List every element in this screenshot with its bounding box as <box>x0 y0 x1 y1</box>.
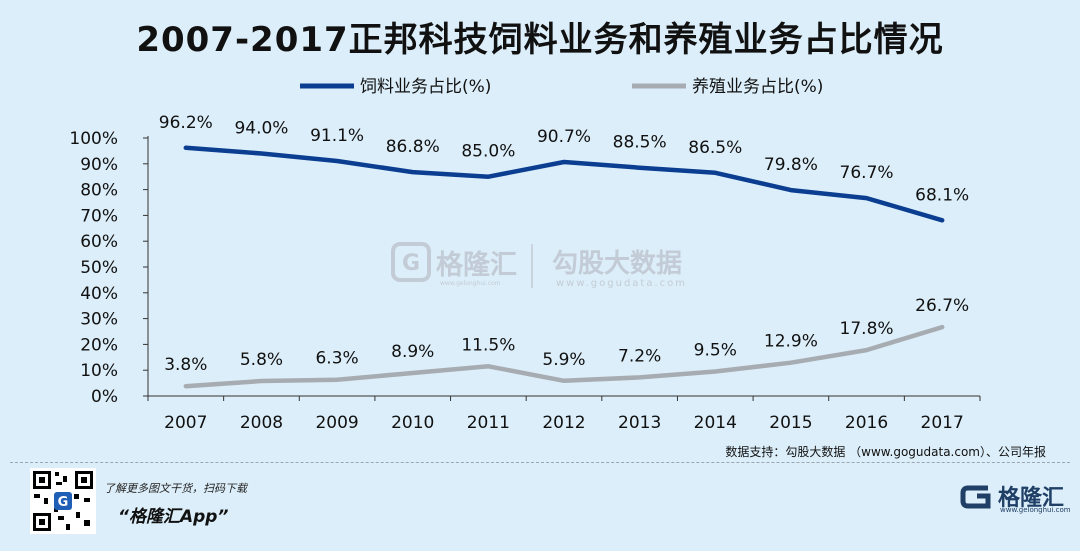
data-label-1-7: 9.5% <box>694 340 737 360</box>
data-label-1-2: 6.3% <box>315 349 358 369</box>
x-tick-label-9: 2016 <box>845 413 888 433</box>
legend-label-0: 饲料业务占比(%) <box>360 77 491 97</box>
series-lines <box>183 145 945 389</box>
data-point-1-3 <box>411 371 415 375</box>
y-tick-label-4: 40% <box>80 284 118 304</box>
data-label-1-1: 5.8% <box>240 350 283 370</box>
watermark-brand-url: www.gelonghui.com <box>440 280 501 287</box>
source-note: 数据支持：勾股大数据 （www.gogudata.com）、公司年报 <box>725 445 1046 459</box>
watermark-brand: 格隆汇 <box>436 250 517 281</box>
x-tick-label-5: 2012 <box>542 413 585 433</box>
data-point-0-2 <box>335 159 339 163</box>
data-point-1-4 <box>486 364 490 368</box>
x-tick-label-8: 2015 <box>769 413 812 433</box>
data-label-1-9: 17.8% <box>840 319 894 339</box>
chart-legend: 饲料业务占比(%) 养殖业务占比(%) <box>300 77 823 97</box>
data-point-1-0 <box>184 384 188 388</box>
watermark-logo-icon <box>391 242 431 282</box>
data-point-0-6 <box>638 166 642 170</box>
data-point-1-10 <box>940 325 944 329</box>
x-tick-label-1: 2008 <box>240 413 283 433</box>
data-label-0-2: 91.1% <box>310 126 364 146</box>
data-point-0-4 <box>486 175 490 179</box>
x-tick-label-4: 2011 <box>467 413 510 433</box>
data-point-1-8 <box>789 361 793 365</box>
data-label-0-3: 86.8% <box>386 137 440 157</box>
svg-text:G: G <box>58 495 69 510</box>
x-tick-label-0: 2007 <box>164 413 207 433</box>
watermark-logo-letter: G <box>402 251 420 276</box>
chart-title: 2007-2017正邦科技饲料业务和养殖业务占比情况 <box>136 20 944 60</box>
data-point-0-5 <box>562 160 566 164</box>
y-tick-label-1: 10% <box>80 361 118 381</box>
legend-label-1: 养殖业务占比(%) <box>692 77 823 97</box>
x-tick-label-7: 2014 <box>694 413 737 433</box>
x-tick-label-6: 2013 <box>618 413 661 433</box>
data-point-0-1 <box>259 151 263 155</box>
y-tick-label-9: 90% <box>80 155 118 175</box>
y-tick-label-0: 0% <box>91 387 118 407</box>
y-tick-label-2: 20% <box>80 335 118 355</box>
brand-logo-text: 格隆汇 <box>998 486 1065 511</box>
y-tick-label-5: 50% <box>80 258 118 278</box>
data-label-1-3: 8.9% <box>391 342 434 362</box>
data-label-1-5: 5.9% <box>542 350 585 370</box>
y-tick-label-3: 30% <box>80 310 118 330</box>
x-tick-label-10: 2017 <box>921 413 964 433</box>
data-label-0-4: 85.0% <box>461 142 515 162</box>
footer-divider <box>10 462 1070 463</box>
y-tick-label-10: 100% <box>69 129 118 149</box>
data-label-0-9: 76.7% <box>840 163 894 183</box>
x-axis: 2007 2008 2009 2010 2011 2012 2013 2014 2015 2016… <box>147 395 981 433</box>
data-point-0-9 <box>865 196 869 200</box>
data-label-0-6: 88.5% <box>613 133 667 153</box>
x-tick-label-2: 2009 <box>315 413 358 433</box>
data-label-1-6: 7.2% <box>618 346 661 366</box>
data-label-0-0: 96.2% <box>159 113 213 133</box>
data-point-0-8 <box>789 188 793 192</box>
data-labels: 96.2% 94.0% 91.1% 86.8% 85.0% 90.7% 88.5% 86.5%… <box>159 113 969 375</box>
watermark-partner-url: www.gogudata.com <box>556 278 687 289</box>
data-point-0-10 <box>940 218 944 222</box>
data-label-1-10: 26.7% <box>915 296 969 316</box>
promo-line: 了解更多图文干货，扫码下载 <box>104 482 247 495</box>
data-point-0-7 <box>713 171 717 175</box>
data-point-1-6 <box>638 375 642 379</box>
data-label-0-8: 79.8% <box>764 155 818 175</box>
y-tick-label-6: 60% <box>80 232 118 252</box>
qr-code[interactable]: G <box>30 468 96 534</box>
data-label-1-4: 11.5% <box>461 335 515 355</box>
y-tick-label-8: 80% <box>80 181 118 201</box>
data-label-0-7: 86.5% <box>688 138 742 158</box>
brand-logo-url: www.gelonghui.com <box>1000 506 1071 514</box>
data-point-1-2 <box>335 378 339 382</box>
x-tick-label-3: 2010 <box>391 413 434 433</box>
data-point-0-3 <box>411 170 415 174</box>
series-line-0 <box>183 145 945 223</box>
data-label-0-5: 90.7% <box>537 127 591 147</box>
data-point-1-9 <box>865 348 869 352</box>
data-point-1-1 <box>259 379 263 383</box>
data-label-0-10: 68.1% <box>915 185 969 205</box>
data-point-1-5 <box>562 379 566 383</box>
data-label-1-0: 3.8% <box>164 355 207 375</box>
promo-app-name: “格隆汇App” <box>118 507 229 527</box>
brand-logo-icon <box>960 485 991 509</box>
watermark-partner: 勾股大数据 <box>552 249 682 279</box>
y-axis: 0% 10% 20% 30% 40% 50% 60% 70% 80% 90% 100% <box>69 129 149 407</box>
data-point-1-7 <box>713 369 717 373</box>
data-label-1-8: 12.9% <box>764 332 818 352</box>
data-point-0-0 <box>184 146 188 150</box>
y-tick-label-7: 70% <box>80 206 118 226</box>
data-label-0-1: 94.0% <box>234 118 288 138</box>
